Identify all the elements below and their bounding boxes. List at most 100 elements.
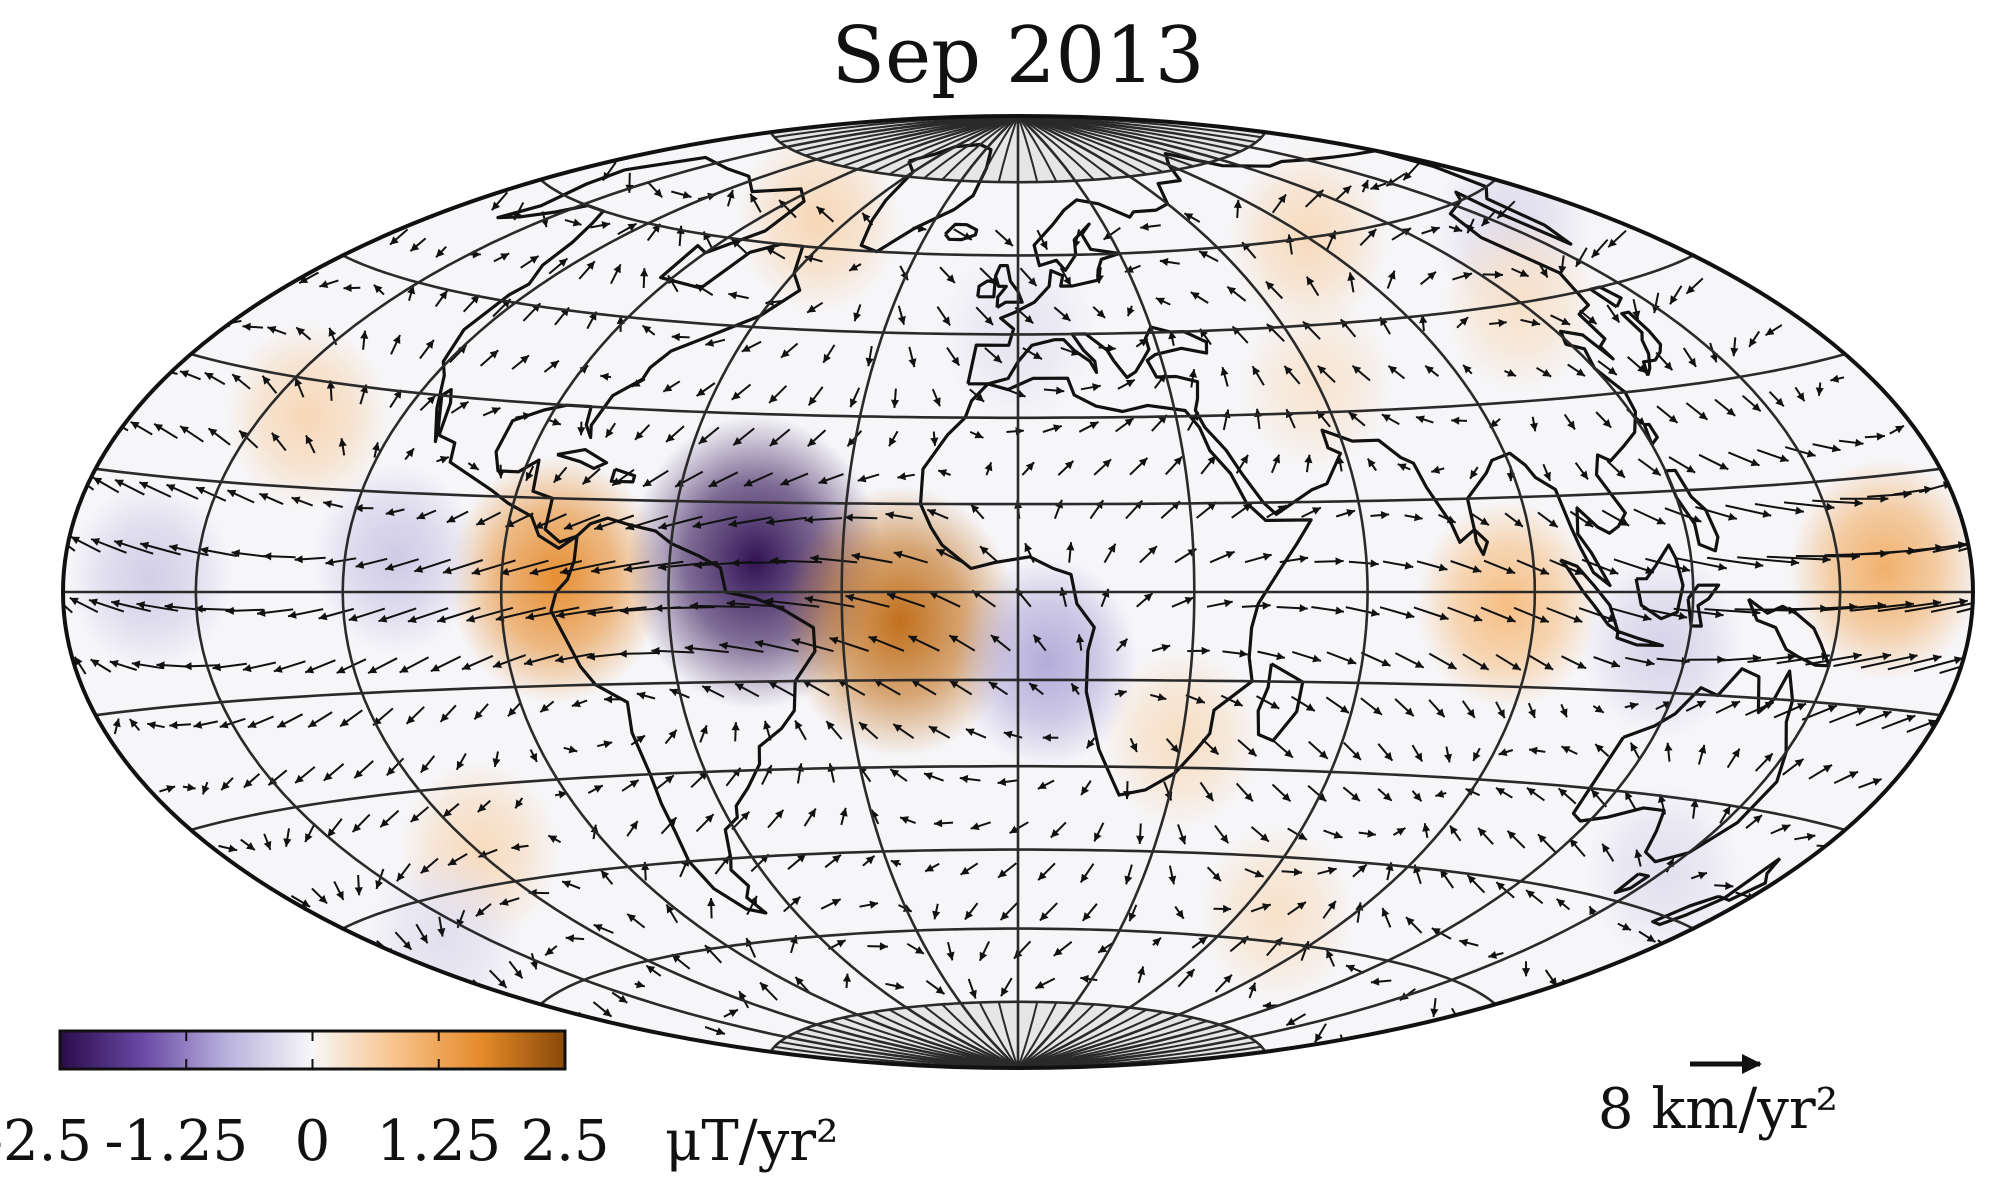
flow-arrow-head: [708, 479, 718, 487]
flow-arrow-head: [1531, 318, 1541, 327]
flow-arrow: [600, 372, 612, 381]
flow-arrow-head: [807, 304, 817, 313]
flow-arrow-head: [1670, 295, 1678, 305]
flow-arrow: [1103, 543, 1117, 564]
flow-arrow-head: [1430, 1008, 1439, 1017]
flow-arrow-head: [750, 193, 758, 203]
flow-arrow: [415, 923, 429, 944]
flow-arrow-head: [859, 722, 868, 731]
flow-arrow-head: [1519, 269, 1529, 277]
flow-arrow-head: [893, 724, 903, 732]
flow-arrow-head: [193, 720, 203, 729]
flow-arrow: [899, 816, 916, 825]
flow-arrow-head: [1459, 317, 1469, 326]
flow-arrow: [375, 868, 385, 890]
flow-arrow: [767, 680, 795, 697]
flow-arrow: [1326, 651, 1357, 665]
flow-arrow-head: [493, 660, 502, 668]
polar-meridian-line: [1017, 1031, 1241, 1069]
flow-arrow: [242, 661, 277, 673]
flow-arrow: [1930, 598, 1973, 613]
flow-arrow: [318, 607, 355, 621]
flow-arrow-head: [360, 330, 369, 339]
flow-arrow-head: [1327, 900, 1336, 910]
flow-arrow-head: [1678, 612, 1688, 620]
flow-arrow-head: [259, 493, 269, 501]
flow-arrow-head: [1539, 615, 1549, 623]
flow-arrow-head: [1625, 791, 1633, 801]
flow-arrow-head: [448, 857, 457, 866]
flow-arrow-head: [1033, 351, 1042, 360]
flow-arrow-head: [698, 435, 708, 444]
flow-arrow-head: [946, 274, 955, 283]
flow-arrow: [1139, 545, 1158, 564]
meridian-line: [1017, 114, 1842, 1070]
flow-arrow-head: [1906, 714, 1916, 723]
flow-arrow-head: [301, 899, 311, 907]
flow-arrow-head: [658, 522, 668, 530]
flow-arrow-head: [1450, 825, 1458, 835]
polar-meridian-line: [828, 1020, 1019, 1069]
flow-arrow: [1706, 556, 1764, 569]
flow-arrow: [1829, 707, 1866, 724]
flow-arrow-head: [1480, 517, 1489, 526]
flow-arrow-head: [520, 355, 529, 364]
flow-arrow-head: [651, 646, 660, 656]
flow-arrow: [936, 306, 951, 326]
flow-arrow-head: [1751, 403, 1761, 412]
polar-meridian-line: [997, 1001, 1019, 1069]
flow-arrow-head: [1797, 703, 1807, 711]
flow-arrow: [818, 473, 844, 485]
world-map: [61, 114, 1975, 1070]
flow-arrow-head: [1340, 1045, 1349, 1055]
flow-arrow: [508, 960, 524, 980]
flow-arrow: [1784, 446, 1816, 458]
flow-arrow-head: [1383, 792, 1392, 801]
flow-arrow-head: [1529, 746, 1538, 755]
flow-arrow-head: [1529, 422, 1538, 432]
flow-arrow-head: [853, 312, 862, 322]
flow-arrow-head: [375, 880, 383, 889]
graticule-layer: [61, 114, 1975, 1070]
flow-arrow: [804, 515, 843, 524]
flow-arrow: [1361, 179, 1369, 193]
flow-arrow-head: [1831, 444, 1841, 453]
flow-arrow: [997, 862, 1018, 879]
flow-arrow-head: [556, 610, 565, 619]
flow-arrow-head: [325, 558, 334, 567]
flow-arrow-head: [267, 326, 277, 334]
flow-arrow: [447, 853, 468, 867]
flow-arrow: [88, 598, 125, 613]
flow-arrow: [732, 427, 755, 446]
flow-arrow-head: [407, 615, 417, 623]
flow-arrow-head: [1184, 597, 1194, 605]
flow-arrow-head: [1645, 658, 1655, 667]
flow-arrow: [384, 558, 419, 571]
flow-arrow: [449, 344, 468, 363]
flow-arrow-head: [949, 635, 959, 644]
flow-arrow-head: [1037, 781, 1047, 789]
flow-arrow-head: [336, 890, 344, 900]
flow-arrow: [626, 820, 639, 837]
flow-arrow: [323, 763, 345, 782]
flow-arrow: [499, 897, 520, 906]
flow-arrow: [159, 785, 176, 793]
flow-arrow: [1715, 700, 1741, 714]
flow-arrow: [238, 429, 259, 449]
flow-arrow-head: [90, 659, 100, 668]
flow-arrow: [1250, 826, 1270, 843]
flow-arrow: [1323, 829, 1343, 839]
flow-arrow-head: [618, 649, 627, 658]
flow-arrow-head: [419, 934, 428, 944]
flow-arrow: [967, 978, 977, 999]
flow-arrow: [409, 237, 427, 252]
flow-arrow-head: [1076, 634, 1085, 643]
flow-arrow-head: [1125, 379, 1135, 388]
coastline: [943, 222, 979, 242]
flow-arrow: [1128, 904, 1138, 922]
flow-arrow-head: [296, 327, 306, 336]
flow-arrow-head: [1688, 357, 1696, 367]
flow-arrow: [493, 252, 510, 263]
flow-arrow-head: [627, 223, 637, 232]
flow-arrow-head: [1611, 313, 1620, 323]
